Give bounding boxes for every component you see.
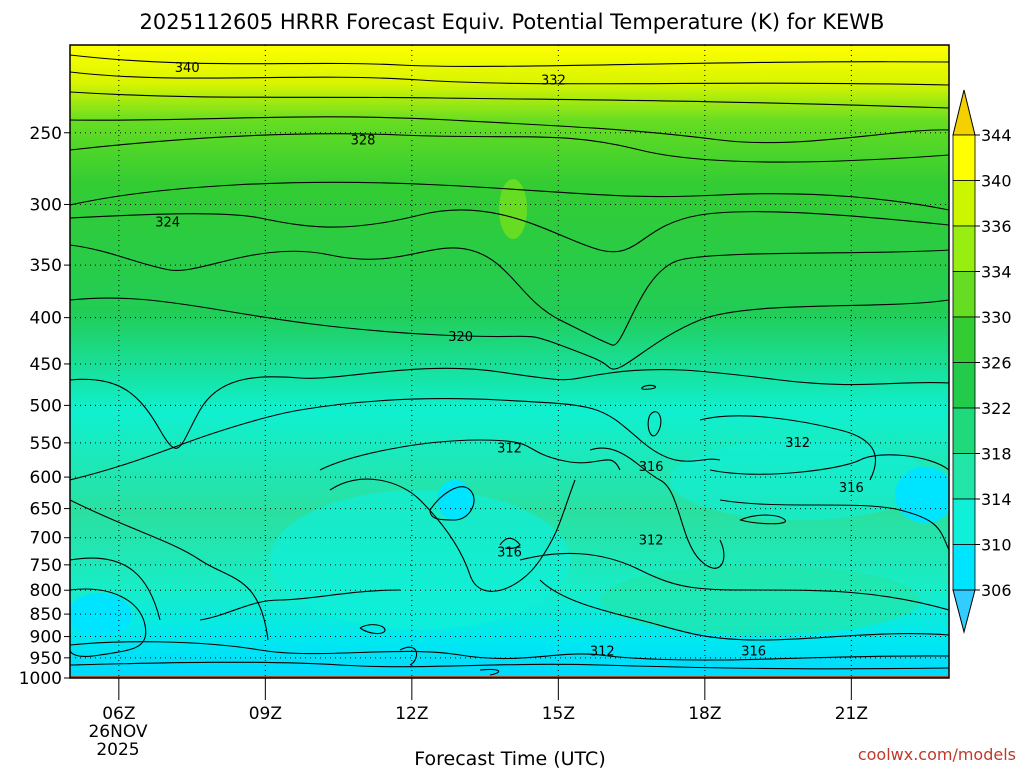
- x-tick-label: 18Z: [688, 704, 721, 724]
- y-tick-label: 250: [30, 124, 62, 144]
- x-axis-label: Forecast Time (UTC): [414, 748, 605, 768]
- y-tick-label: 850: [30, 605, 62, 625]
- plot-frame: [69, 44, 950, 679]
- x-tick-label: 15Z: [542, 704, 575, 724]
- colorbar-min-arrow: [952, 589, 976, 634]
- y-tick-label: 450: [30, 355, 62, 375]
- y-tick-label: 500: [30, 396, 62, 416]
- x-tick-label: 09Z: [249, 704, 282, 724]
- cool-pocket: [895, 467, 949, 523]
- colorbar-segment: [952, 134, 976, 181]
- colorbar-tick-label: 330: [981, 308, 1012, 327]
- colorbar-tick-label: 306: [981, 581, 1012, 600]
- y-tick-label: 700: [30, 529, 62, 549]
- colorbar-tick-label: 344: [981, 126, 1012, 145]
- colorbar-segment: [952, 271, 976, 318]
- dotted-gridlines: [70, 45, 949, 678]
- y-tick-label: 950: [30, 649, 62, 669]
- plot-area: 340 332 328 324 320 312 316 312 316 312 316 312 316: [70, 45, 949, 678]
- warm-pocket: [499, 179, 527, 239]
- x-axis: 06Z 09Z 12Z 15Z 18Z 21Z: [102, 678, 868, 724]
- contour-label: 312: [639, 534, 664, 549]
- contour-label: 316: [839, 481, 864, 496]
- colorbar-max-arrow: [952, 89, 976, 136]
- contour-label: 312: [785, 436, 810, 451]
- contour-label: 312: [497, 442, 522, 457]
- cool-pocket: [437, 480, 473, 520]
- colorbar-tick-label: 326: [981, 354, 1012, 373]
- colorbar-tick-label: 334: [981, 263, 1012, 282]
- cool-pocket: [70, 593, 132, 637]
- y-axis: 250 300 350 400 450 500 550 600 650 700 750 800 850 9…: [19, 124, 70, 689]
- x-tick-label: 21Z: [835, 704, 868, 724]
- y-tick-label: 750: [30, 556, 62, 576]
- contour-label: 316: [497, 546, 522, 561]
- x-tick-label: 12Z: [395, 704, 428, 724]
- contour-label: 316: [639, 460, 664, 475]
- colorbar-tick-label: 322: [981, 399, 1012, 418]
- y-tick-label: 550: [30, 434, 62, 454]
- contour-label: 332: [541, 74, 566, 89]
- colorbar-tick-label: 314: [981, 490, 1012, 509]
- cyan-patch: [670, 440, 930, 520]
- y-tick-label: 600: [30, 468, 62, 488]
- colorbar-segment: [952, 316, 976, 363]
- colorbar-tick-label: 310: [981, 536, 1012, 555]
- date-label-day: 26NOV: [88, 722, 147, 742]
- contour-label: 312: [590, 645, 615, 660]
- colorbar-segment: [952, 362, 976, 409]
- colorbar-segment: [952, 180, 976, 227]
- credit-text: coolwx.com/models: [858, 745, 1016, 764]
- colorbar-tick-label: 318: [981, 445, 1012, 464]
- colorbar-tick-label: 340: [981, 172, 1012, 191]
- colorbar-segment: [952, 453, 976, 500]
- y-tick-label: 650: [30, 500, 62, 520]
- green-patch: [600, 565, 920, 635]
- contour-label: 324: [155, 215, 180, 230]
- chart-title: 2025112605 HRRR Forecast Equiv. Potentia…: [140, 10, 885, 34]
- ground-surface: [70, 676, 949, 678]
- colorbar-segment: [952, 544, 976, 591]
- contour-labels: 340 332 328 324 320 312 316 312 316 312 316 312 316: [155, 61, 864, 660]
- date-label-year: 2025: [96, 740, 139, 760]
- y-tick-label: 300: [30, 195, 62, 215]
- contour-label: 316: [741, 645, 766, 660]
- cyan-patch: [270, 490, 570, 630]
- y-tick-label: 900: [30, 628, 62, 648]
- y-tick-label: 350: [30, 256, 62, 276]
- y-tick-label: 400: [30, 309, 62, 329]
- x-tick-label: 06Z: [102, 704, 135, 724]
- y-tick-label: 800: [30, 581, 62, 601]
- contour-lines: [70, 54, 949, 676]
- colorbar-segment: [952, 225, 976, 272]
- contour-label: 328: [351, 134, 376, 149]
- y-tick-label: 1000: [19, 669, 62, 689]
- contour-label: 340: [175, 61, 200, 76]
- contour-label: 320: [448, 330, 473, 345]
- colorbar-segment: [952, 407, 976, 454]
- colorbar-tick-label: 336: [981, 217, 1012, 236]
- colorbar: 344 340 336 334 330 326 322 318 314 310 306: [952, 89, 1012, 634]
- colorbar-segment: [952, 498, 976, 545]
